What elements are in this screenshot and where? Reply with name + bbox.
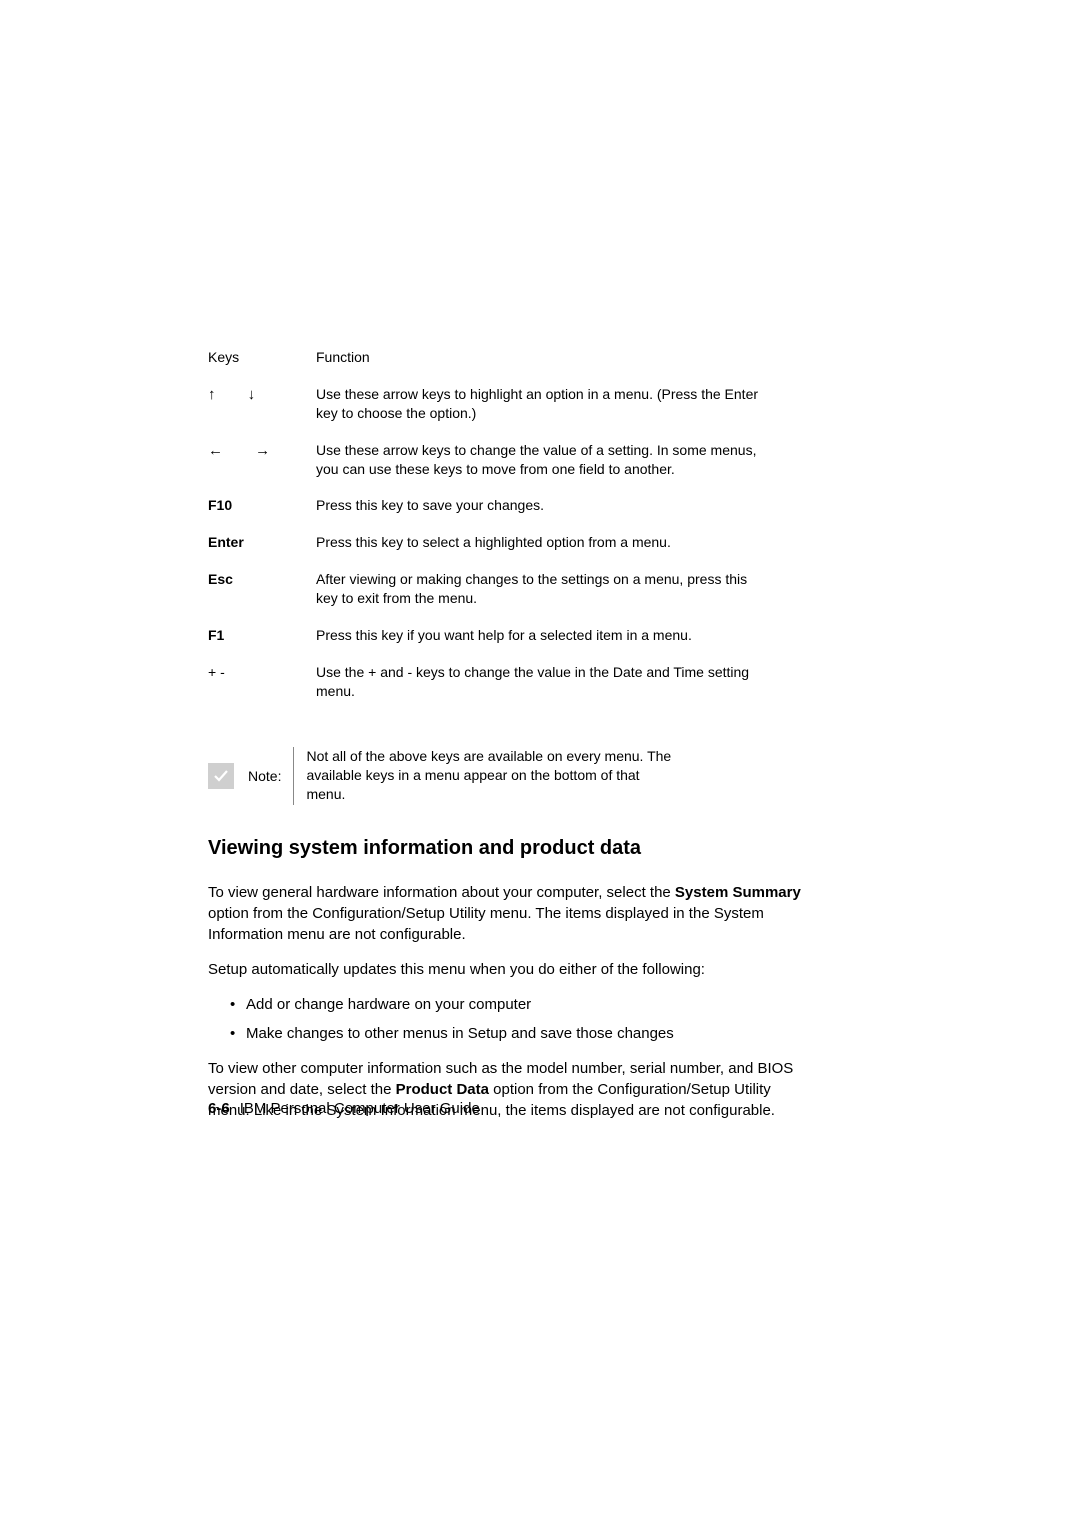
text-run: To view general hardware information abo… [208, 884, 675, 901]
page-footer: 6-6 IBM Personal Computer User Guide [208, 1100, 480, 1117]
f10-key: F10 [208, 497, 232, 513]
page-number: 6-6 [208, 1100, 230, 1117]
function-text: Press this key to select a highlighted o… [316, 533, 768, 570]
function-text: Press this key to save your changes. [316, 496, 768, 533]
left-right-arrow-keys: ← → [208, 442, 284, 459]
keys-table: Keys Function ↑ ↓ Use these arrow keys t… [208, 348, 768, 719]
note-text: Not all of the above keys are available … [294, 747, 674, 804]
function-text: After viewing or making changes to the s… [316, 570, 768, 626]
paragraph: Setup automatically updates this menu wh… [208, 959, 808, 980]
bold-text: Product Data [396, 1081, 489, 1098]
table-row: Esc After viewing or making changes to t… [208, 570, 768, 626]
list-item: Add or change hardware on your computer [230, 994, 808, 1015]
enter-key: Enter [208, 534, 244, 550]
paragraph: To view general hardware information abo… [208, 882, 808, 945]
note-block: Note: Not all of the above keys are avai… [208, 747, 808, 805]
f1-key: F1 [208, 627, 224, 643]
table-row: + - Use the + and - keys to change the v… [208, 663, 768, 719]
bullet-list: Add or change hardware on your computer … [230, 994, 808, 1044]
table-row: F1 Press this key if you want help for a… [208, 626, 768, 663]
note-label: Note: [248, 768, 293, 784]
page-content: Keys Function ↑ ↓ Use these arrow keys t… [208, 348, 808, 1135]
table-header-row: Keys Function [208, 348, 768, 385]
function-text: Use the + and - keys to change the value… [316, 663, 768, 719]
header-keys: Keys [208, 348, 316, 385]
section-heading: Viewing system information and product d… [208, 837, 808, 860]
function-text: Use these arrow keys to change the value… [316, 441, 768, 497]
header-function: Function [316, 348, 768, 385]
esc-key: Esc [208, 571, 233, 587]
text-run: option from the Configuration/Setup Util… [208, 905, 764, 943]
footer-title: IBM Personal Computer User Guide [240, 1100, 480, 1117]
table-row: ← → Use these arrow keys to change the v… [208, 441, 768, 497]
up-down-arrow-keys: ↑ ↓ [208, 386, 269, 403]
plus-minus-keys: + - [208, 664, 225, 680]
list-item: Make changes to other menus in Setup and… [230, 1023, 808, 1044]
table-row: Enter Press this key to select a highlig… [208, 533, 768, 570]
table-row: ↑ ↓ Use these arrow keys to highlight an… [208, 385, 768, 441]
function-text: Use these arrow keys to highlight an opt… [316, 385, 768, 441]
bold-text: System Summary [675, 884, 801, 901]
checkmark-icon [208, 763, 234, 789]
table-row: F10 Press this key to save your changes. [208, 496, 768, 533]
function-text: Press this key if you want help for a se… [316, 626, 768, 663]
